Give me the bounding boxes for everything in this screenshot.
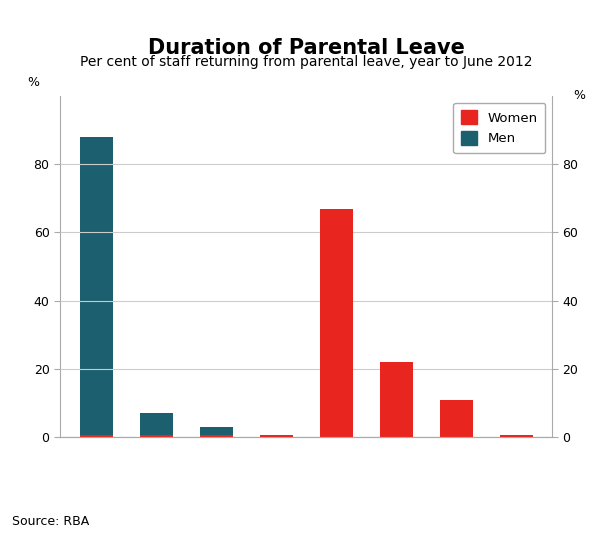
Bar bbox=[79, 137, 113, 437]
Bar bbox=[79, 435, 113, 437]
Bar bbox=[199, 427, 233, 437]
Text: Per cent of staff returning from parental leave, year to June 2012: Per cent of staff returning from parenta… bbox=[80, 55, 532, 69]
Text: Source: RBA: Source: RBA bbox=[12, 515, 89, 528]
Bar bbox=[499, 435, 533, 437]
Bar bbox=[260, 435, 293, 437]
Bar bbox=[139, 413, 173, 437]
Title: Duration of Parental Leave: Duration of Parental Leave bbox=[148, 38, 464, 58]
Legend: Women, Men: Women, Men bbox=[453, 102, 545, 154]
Bar bbox=[320, 427, 353, 437]
Bar bbox=[260, 435, 293, 437]
Bar bbox=[439, 400, 473, 437]
Y-axis label: %: % bbox=[573, 89, 585, 102]
Bar bbox=[199, 435, 233, 437]
Bar bbox=[380, 362, 413, 437]
Bar bbox=[320, 208, 353, 437]
Bar bbox=[380, 435, 413, 437]
Bar bbox=[499, 435, 533, 437]
Y-axis label: %: % bbox=[27, 76, 39, 89]
Bar bbox=[139, 435, 173, 437]
Bar bbox=[439, 435, 473, 437]
